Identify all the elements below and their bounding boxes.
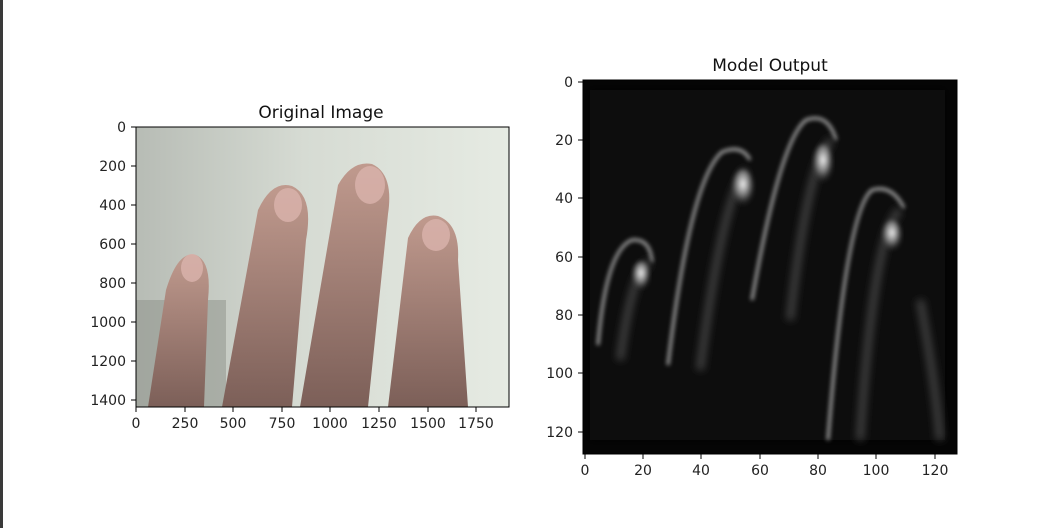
right-y-tick: 20 <box>555 133 573 149</box>
right-x-tick: 20 <box>634 463 652 479</box>
right-x-tick: 120 <box>922 463 949 479</box>
left-y-tick: 1200 <box>90 354 126 370</box>
right-x-tick: 60 <box>751 463 769 479</box>
right-y-tick: 120 <box>546 425 573 441</box>
finger-3 <box>300 163 390 407</box>
left-x-tick: 1250 <box>361 416 397 432</box>
right-y-tick: 60 <box>555 250 573 266</box>
original-image <box>135 126 510 408</box>
left-y-tick: 200 <box>99 159 126 175</box>
right-panel: Model Output <box>546 56 958 479</box>
right-y-tick: 40 <box>555 191 573 207</box>
right-y-axis: 0 20 40 60 80 100 120 <box>546 75 583 441</box>
finger-4 <box>388 215 468 407</box>
left-y-tick: 0 <box>117 120 126 136</box>
left-y-tick: 800 <box>99 276 126 292</box>
right-y-tick: 80 <box>555 308 573 324</box>
left-x-tick: 1750 <box>458 416 494 432</box>
window-frame-edge <box>0 0 3 528</box>
left-y-tick: 1000 <box>90 315 126 331</box>
left-y-tick: 600 <box>99 237 126 253</box>
left-x-axis: 0 250 500 750 1000 1250 1500 1750 <box>132 407 494 432</box>
left-y-tick: 1400 <box>90 393 126 409</box>
left-x-tick: 1500 <box>410 416 446 432</box>
right-panel-title: Model Output <box>712 56 828 76</box>
left-x-tick: 1000 <box>312 416 348 432</box>
right-x-tick: 80 <box>809 463 827 479</box>
left-x-tick: 250 <box>172 416 199 432</box>
right-y-tick: 100 <box>546 366 573 382</box>
right-y-tick: 0 <box>564 75 573 91</box>
right-x-tick: 40 <box>692 463 710 479</box>
left-x-tick: 0 <box>132 416 141 432</box>
left-y-axis: 0 200 400 600 800 1000 1200 1400 <box>90 120 136 409</box>
model-output-image <box>582 79 958 455</box>
right-x-axis: 0 20 40 60 80 100 120 <box>581 454 949 479</box>
left-x-tick: 750 <box>269 416 296 432</box>
finger-2 <box>222 185 309 407</box>
left-panel-title: Original Image <box>258 103 383 123</box>
right-x-tick: 0 <box>581 463 590 479</box>
left-y-tick: 400 <box>99 198 126 214</box>
finger-1 <box>148 254 209 407</box>
left-panel: Original Image 0 <box>90 103 510 432</box>
right-x-tick: 100 <box>863 463 890 479</box>
left-x-tick: 500 <box>220 416 247 432</box>
